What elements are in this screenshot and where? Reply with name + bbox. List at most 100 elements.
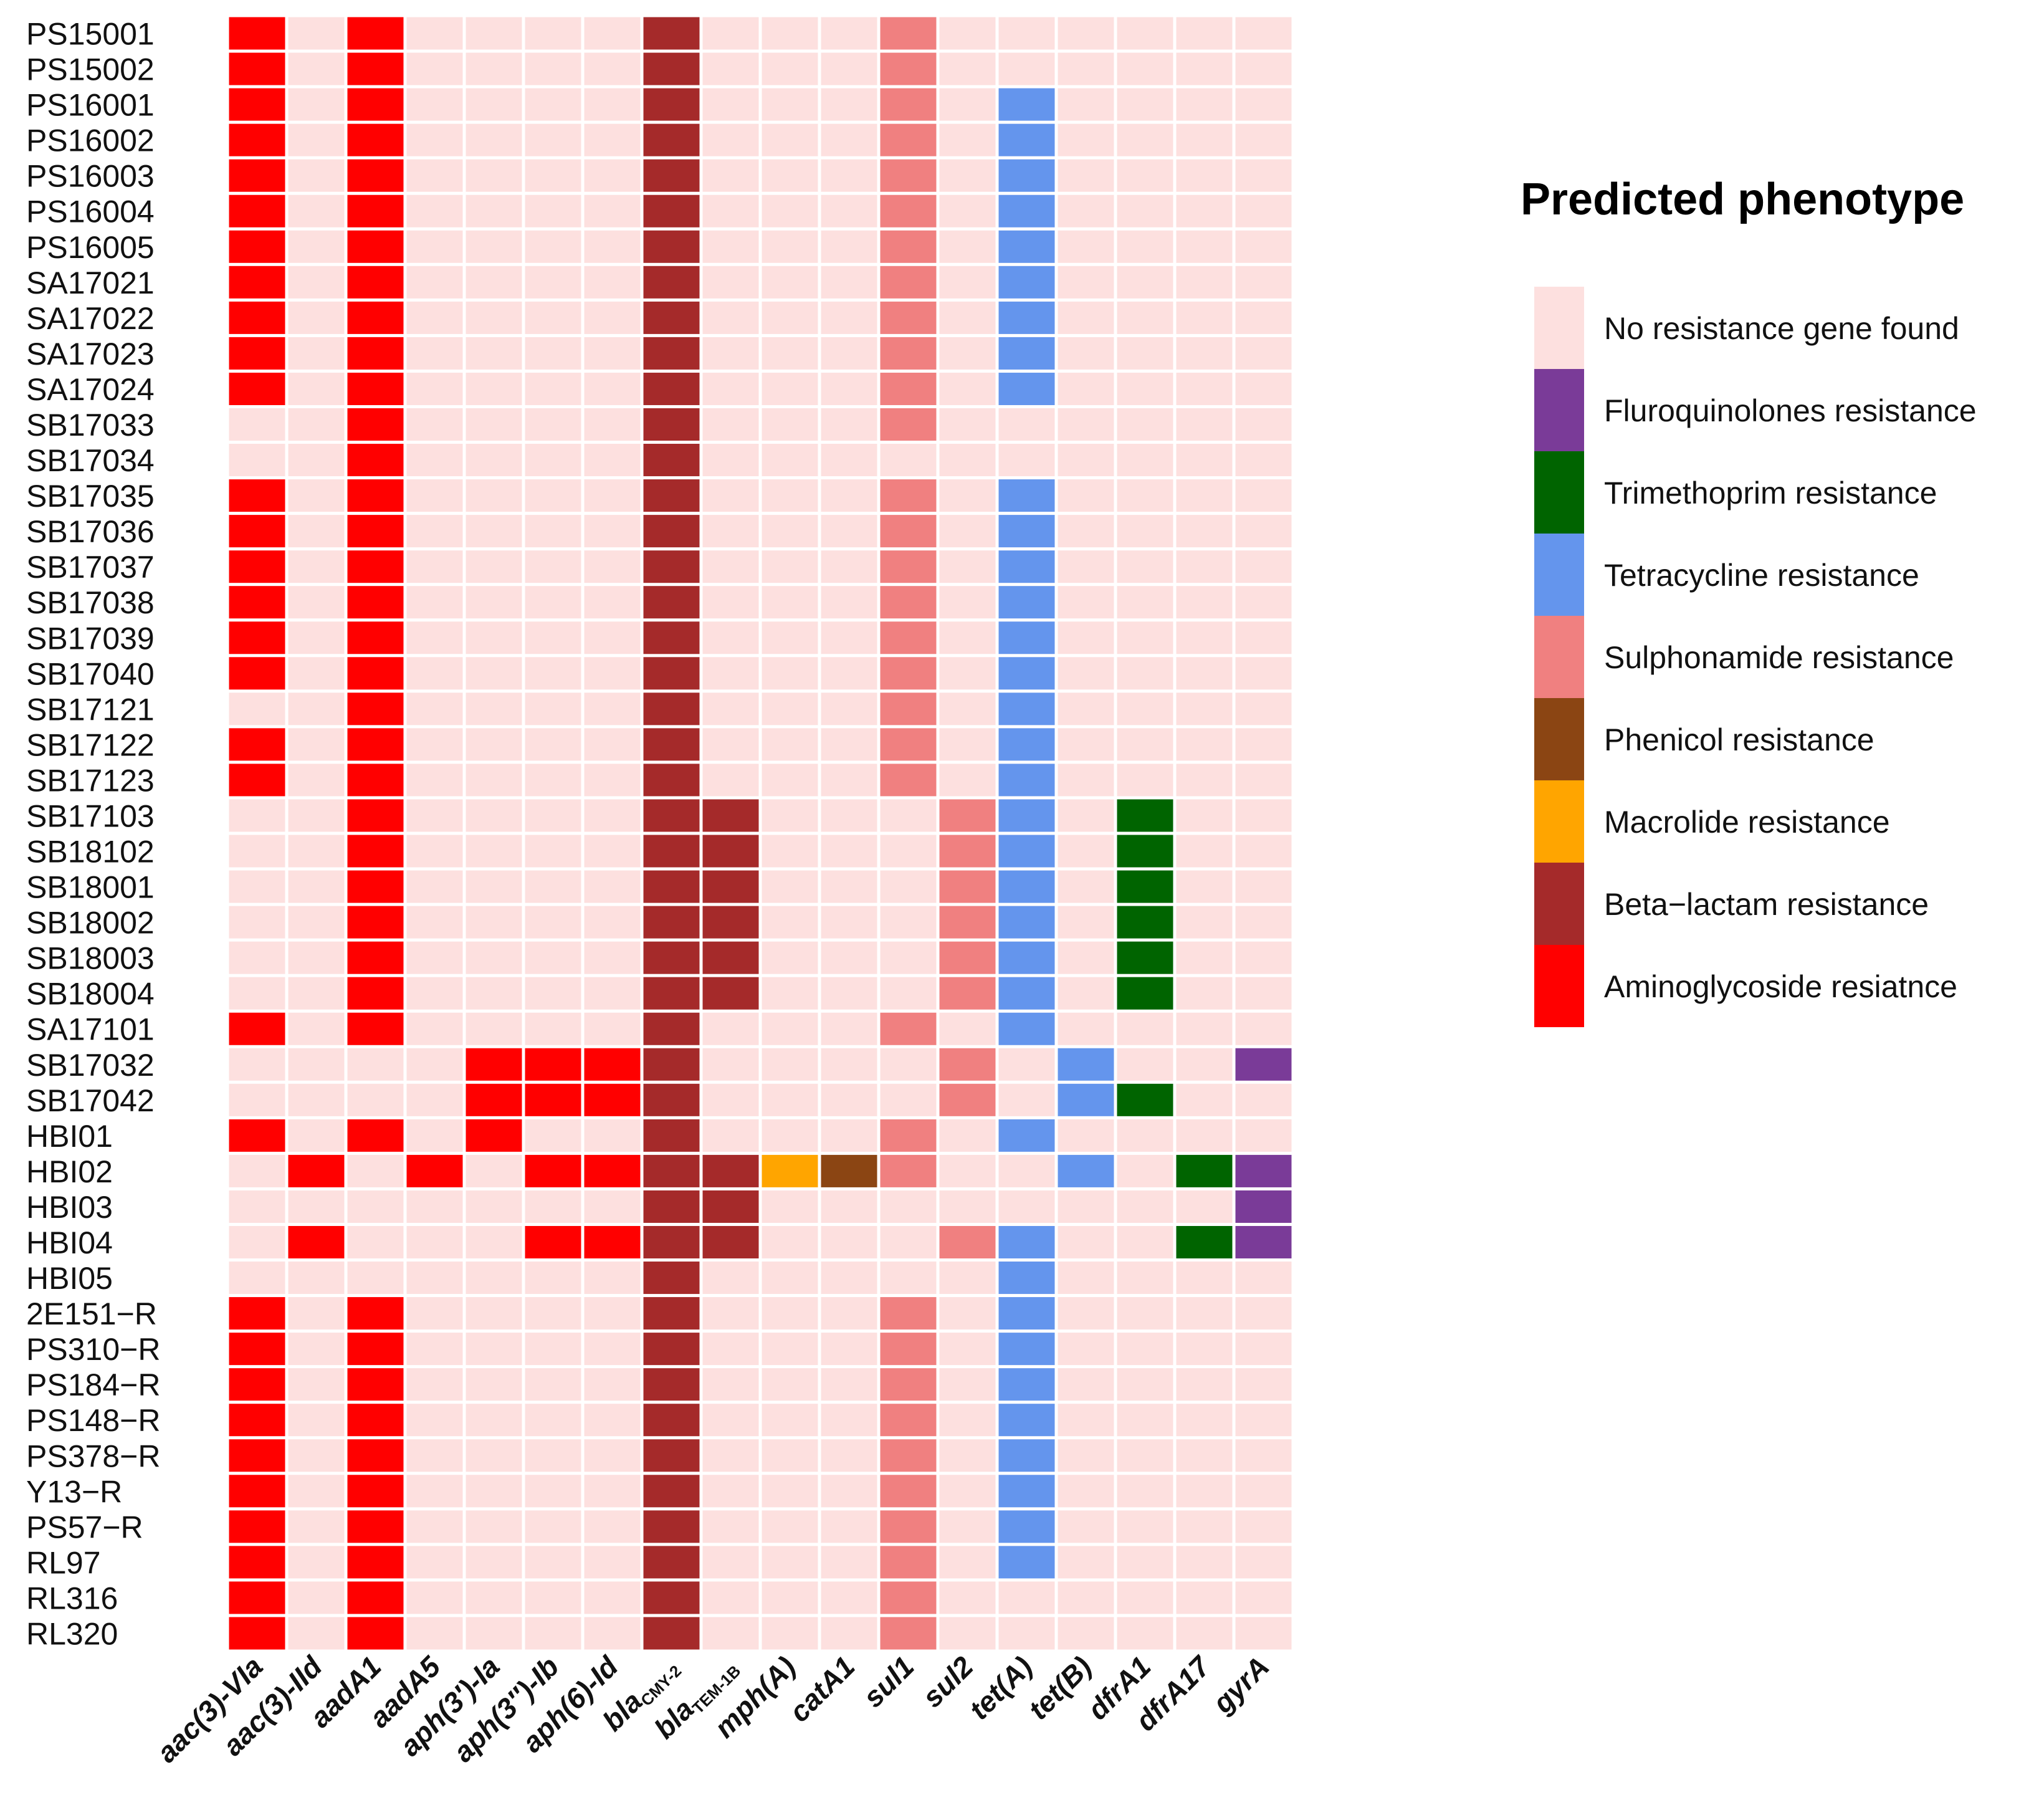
heatmap-cell: [1176, 1225, 1233, 1259]
heatmap-cell: [1235, 1439, 1292, 1472]
heatmap-cell: [288, 123, 345, 156]
row-label: SB18102: [26, 835, 155, 869]
heatmap-cell: [1117, 337, 1173, 370]
heatmap-cell: [1117, 1154, 1173, 1187]
heatmap-cell: [406, 1012, 463, 1045]
heatmap-cell: [347, 515, 404, 548]
heatmap-cell: [762, 621, 818, 654]
heatmap-cell: [1117, 1581, 1173, 1614]
heatmap-cell: [406, 1083, 463, 1116]
heatmap-cell: [1176, 692, 1233, 726]
heatmap-cell: [466, 17, 522, 50]
heatmap-cell: [347, 194, 404, 227]
heatmap-cell: [939, 52, 996, 85]
heatmap-cell: [525, 266, 581, 299]
heatmap-cell: [584, 1617, 641, 1650]
heatmap-cell: [1176, 444, 1233, 477]
heatmap-cell: [584, 52, 641, 85]
heatmap-cell: [880, 17, 937, 50]
heatmap-cell: [466, 194, 522, 227]
row-label: HBI02: [26, 1154, 113, 1189]
legend-label: Trimethoprim resistance: [1604, 476, 1937, 510]
heatmap-cell: [406, 764, 463, 797]
heatmap-cell: [406, 835, 463, 868]
heatmap-cell: [643, 1154, 700, 1187]
heatmap-cell: [406, 657, 463, 690]
heatmap-cell: [466, 550, 522, 583]
heatmap-cell: [1235, 52, 1292, 85]
heatmap-cell: [288, 764, 345, 797]
heatmap-cell: [406, 337, 463, 370]
heatmap-cell: [821, 1617, 877, 1650]
heatmap-cell: [229, 17, 285, 50]
heatmap-cell: [406, 870, 463, 903]
heatmap-cell: [939, 657, 996, 690]
heatmap-cell: [998, 1154, 1055, 1187]
heatmap-cell: [821, 1154, 877, 1187]
heatmap-cell: [1058, 977, 1114, 1010]
heatmap-cell: [229, 88, 285, 121]
heatmap-cell: [998, 1190, 1055, 1223]
heatmap-cell: [1117, 515, 1173, 548]
heatmap-cell: [347, 1333, 404, 1366]
heatmap-cell: [229, 515, 285, 548]
heatmap-cell: [1235, 1297, 1292, 1330]
heatmap-cell: [466, 906, 522, 939]
heatmap-cell: [525, 1439, 581, 1472]
heatmap-cell: [1058, 123, 1114, 156]
heatmap-cell: [288, 692, 345, 726]
heatmap-cell: [939, 1297, 996, 1330]
heatmap-cell: [1235, 1119, 1292, 1152]
heatmap-cell: [1058, 1510, 1114, 1543]
heatmap-cell: [1058, 1083, 1114, 1116]
heatmap-cell: [1235, 586, 1292, 619]
heatmap-cell: [1176, 906, 1233, 939]
heatmap-cell: [1235, 88, 1292, 121]
heatmap-cell: [229, 977, 285, 1010]
row-label: SB17037: [26, 550, 155, 585]
heatmap-cell: [288, 479, 345, 512]
heatmap-cell: [762, 1262, 818, 1295]
heatmap-cell: [288, 1333, 345, 1366]
heatmap-cell: [702, 941, 759, 974]
heatmap-cell: [643, 977, 700, 1010]
row-label: PS16001: [26, 88, 155, 123]
heatmap-cell: [643, 266, 700, 299]
heatmap-cell: [643, 17, 700, 50]
heatmap-cell: [466, 1617, 522, 1650]
heatmap-cell: [880, 88, 937, 121]
heatmap-cell: [1058, 479, 1114, 512]
heatmap-cell: [288, 301, 345, 334]
heatmap-cell: [643, 1262, 700, 1295]
heatmap-cell: [762, 1225, 818, 1259]
legend-swatch: [1534, 534, 1584, 616]
heatmap-cell: [762, 941, 818, 974]
heatmap-cell: [998, 1368, 1055, 1401]
heatmap-cell: [643, 1012, 700, 1045]
heatmap-cell: [584, 1510, 641, 1543]
heatmap-cell: [880, 408, 937, 441]
heatmap-cell: [1058, 1546, 1114, 1579]
heatmap-cell: [584, 1190, 641, 1223]
heatmap-cell: [584, 550, 641, 583]
heatmap-cell: [1235, 1225, 1292, 1259]
heatmap-cell: [1058, 159, 1114, 192]
legend-swatch: [1534, 616, 1584, 698]
heatmap-cell: [406, 1119, 463, 1152]
heatmap-cell: [643, 728, 700, 761]
row-label: SB17036: [26, 514, 155, 549]
heatmap-cell: [466, 301, 522, 334]
heatmap-cell: [939, 372, 996, 405]
heatmap-cell: [939, 1510, 996, 1543]
row-label: PS15002: [26, 52, 155, 87]
heatmap-cell: [880, 621, 937, 654]
heatmap-cell: [1117, 1510, 1173, 1543]
heatmap-cell: [466, 1225, 522, 1259]
heatmap-cell: [762, 1333, 818, 1366]
heatmap-cell: [525, 1617, 581, 1650]
heatmap-cell: [1235, 1404, 1292, 1437]
heatmap-cell: [821, 123, 877, 156]
heatmap-cell: [406, 1546, 463, 1579]
heatmap-cell: [1058, 301, 1114, 334]
heatmap-cell: [1176, 1190, 1233, 1223]
